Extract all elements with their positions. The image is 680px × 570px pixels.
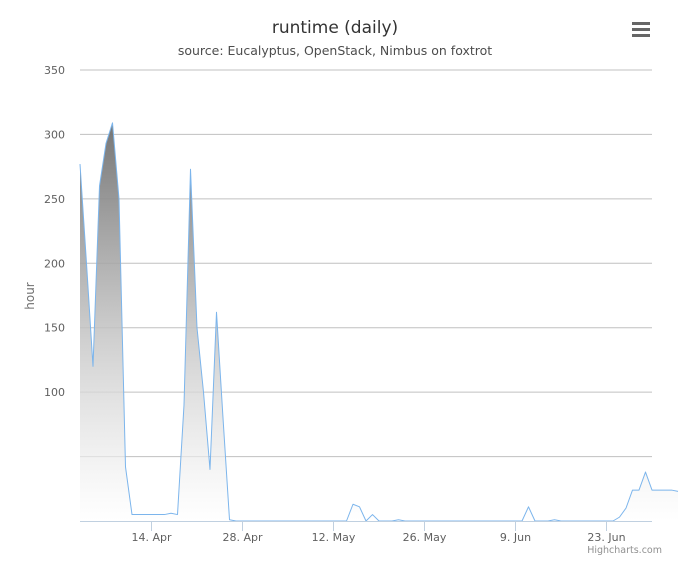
y-tick-label: 150 (44, 322, 65, 335)
x-tick-label: 28. Apr (222, 531, 262, 544)
y-tick-label: 250 (44, 193, 65, 206)
credits-link[interactable]: Highcharts.com (587, 545, 662, 556)
y-tick-label: 100 (44, 386, 65, 399)
y-tick-label: 350 (44, 64, 65, 77)
menu-icon-bar-middle (632, 28, 650, 31)
y-tick-label: 300 (44, 128, 65, 141)
series-area-fill (80, 122, 678, 521)
y-tick-label: 200 (44, 257, 65, 270)
chart-title: runtime (daily) (272, 18, 398, 38)
x-tick-label: 23. Jun (587, 531, 625, 544)
x-tick-label: 12. May (312, 531, 356, 544)
y-axis-ticks: 100 150 200 250 300 350 (44, 64, 65, 399)
x-tick-label: 26. May (403, 531, 447, 544)
chart-subtitle: source: Eucalyptus, OpenStack, Nimbus on… (178, 43, 492, 58)
x-axis: 14. Apr 28. Apr 12. May 26. May 9. Jun 23. Ju… (80, 521, 652, 544)
chart-menu-button[interactable] (626, 16, 656, 42)
y-axis-label: hour (23, 282, 37, 310)
grid-lines (80, 69, 652, 458)
menu-icon-bar-bottom (632, 34, 650, 37)
series-line (79, 122, 679, 522)
series-area (79, 122, 679, 522)
x-tick-label: 9. Jun (500, 531, 531, 544)
x-tick-label: 14. Apr (131, 531, 171, 544)
menu-icon-bar-top (632, 22, 650, 25)
hamburger-menu-icon[interactable] (632, 22, 650, 37)
